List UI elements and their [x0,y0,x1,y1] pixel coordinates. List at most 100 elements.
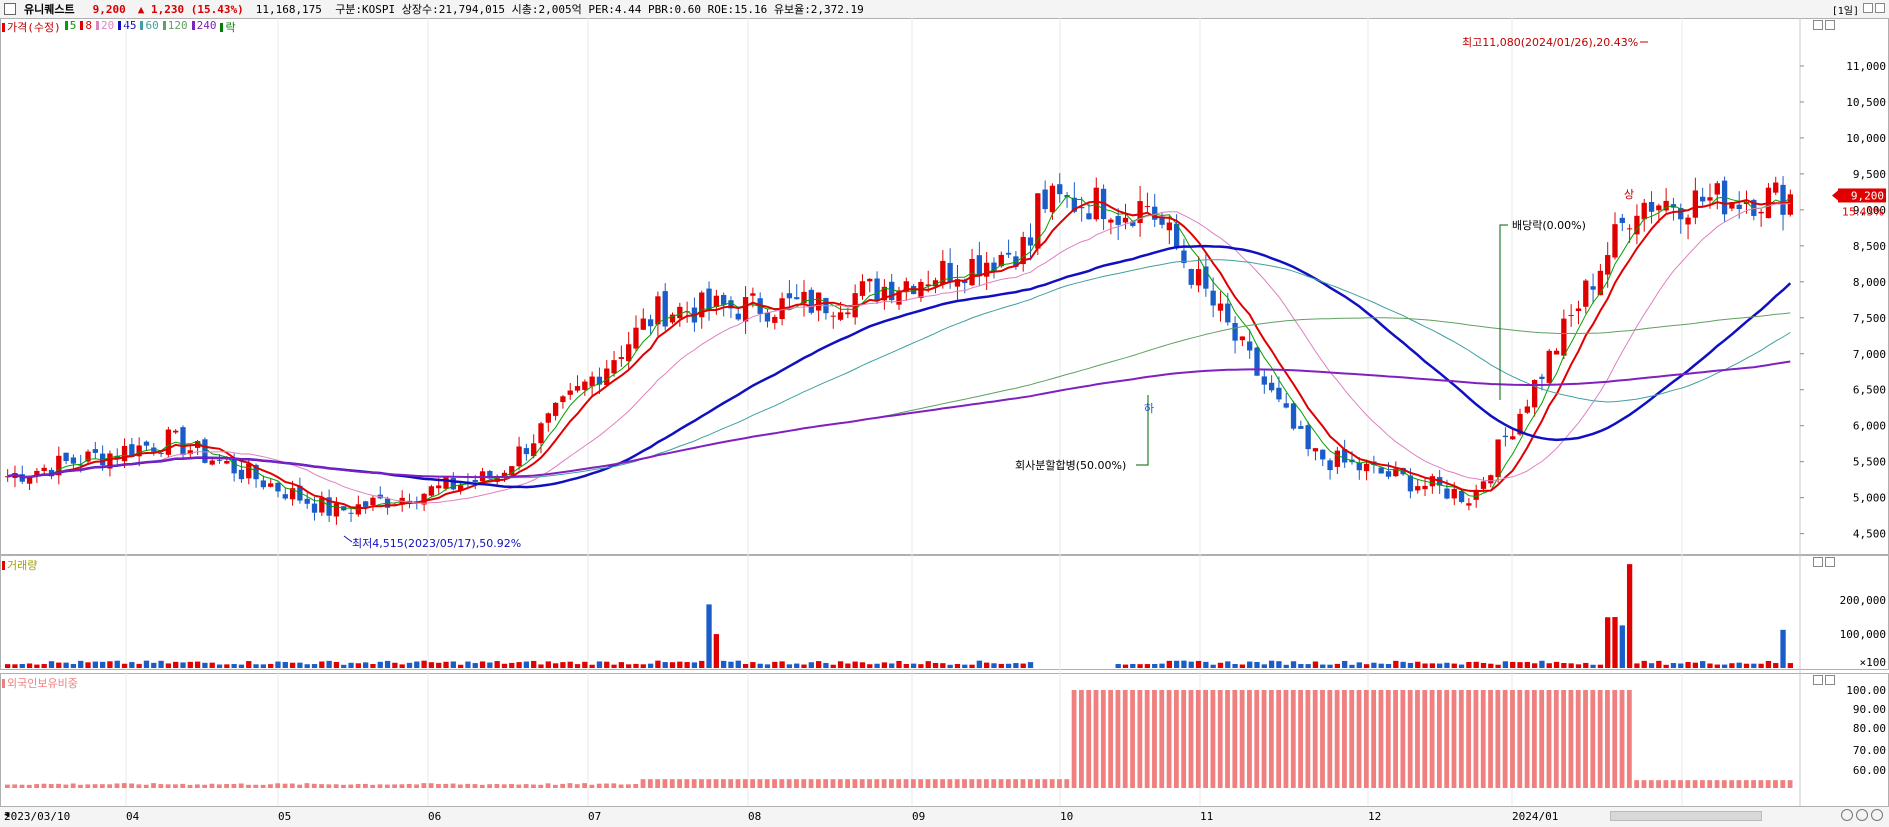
last-price-arrow [1832,190,1838,201]
foreign-bar [406,783,412,788]
volume-bar [721,660,727,668]
volume-bar [669,662,676,668]
volume-bar [129,662,135,668]
volume-bar [399,664,405,668]
foreign-bar [1407,690,1413,788]
pane-minimize-icon[interactable] [1813,20,1823,30]
foreign-bar [209,783,215,788]
foreign-bar [1261,690,1267,788]
minimize-icon[interactable] [1863,3,1873,13]
volume-bar [611,664,617,668]
foreign-bar [1568,690,1574,788]
volume-bar [1173,660,1180,668]
candle-body [224,460,230,464]
volume-bar [1721,664,1728,668]
foreign-bar [779,779,785,788]
volume-bar [187,661,193,668]
volume-bar [903,663,909,668]
volume-bar [107,661,113,668]
legend-ma-20: 20 [95,19,114,35]
candle-body [1561,318,1567,356]
foreign-bar [728,779,734,788]
volume-bar [998,663,1004,668]
candle-body [1385,471,1392,477]
candle-body [1261,376,1267,385]
candle-body [41,467,47,471]
candle-body [713,295,719,308]
candle-body [48,469,55,477]
foreign-bar [1502,690,1508,788]
candle-body [363,501,369,507]
volume-bar [574,664,581,668]
candle-body [1473,489,1479,500]
volume-bar [1305,664,1311,668]
volume-bar [940,663,946,668]
pane-close-icon[interactable] [1825,557,1835,567]
period-button[interactable]: [1일] [1831,6,1859,17]
volume-bar [1641,660,1647,668]
candle-body [1312,448,1319,452]
candle-body [742,297,749,322]
foreign-bar [808,779,814,788]
scroll-left-icon[interactable]: ◀ [4,810,10,820]
volume-bar [618,662,625,668]
volume-bar [1261,664,1267,668]
foreign-bar [399,784,405,788]
volume-bar [428,662,435,668]
volume-bar [1356,662,1362,668]
foreign-bar [1100,690,1106,788]
volume-bar [896,660,902,668]
volume-bar [1656,660,1662,668]
candle-body [1115,216,1121,225]
candle-body [1626,228,1633,230]
volume-bar [1232,663,1238,668]
candle-body [728,300,734,309]
foreign-bar [224,784,229,788]
pane-close-icon[interactable] [1825,20,1835,30]
candle-body [706,288,712,310]
checkbox[interactable] [4,3,16,15]
foreign-bar [699,779,704,788]
volume-bar [348,662,354,668]
volume-bar [1612,617,1618,668]
x-label-10: 2024/01 [1512,810,1559,823]
volume-bar [742,664,749,668]
pane-minimize-icon[interactable] [1813,557,1823,567]
candle-body [85,451,91,462]
candle-body [92,449,98,453]
candle-body [932,280,939,287]
foreign-bar [574,784,580,788]
foreign-bar [852,779,858,788]
pane-close-icon[interactable] [1825,675,1835,685]
foreign-bar [319,784,324,788]
candle-body [1648,201,1655,212]
zoom-out-icon[interactable] [1856,809,1868,821]
foreign-bar [837,779,843,788]
foreign-bar [194,784,200,788]
volume-bar [457,664,464,668]
close-icon[interactable] [1875,3,1885,13]
pane-minimize-icon[interactable] [1813,675,1823,685]
foreign-bar [910,779,916,788]
volume-bar [70,663,77,668]
volume-bar [1480,662,1487,668]
volume-bar [1539,660,1545,668]
zoom-in-icon[interactable] [1841,809,1853,821]
zoom-reset-icon[interactable] [1871,809,1883,821]
foreign-bar [1648,780,1654,788]
foreign-bar [165,784,171,788]
foreign-bar [750,779,756,788]
volume-bar [1765,660,1772,668]
volume-bar [275,661,281,668]
foreign-bar [1612,690,1618,788]
foreign-bar [1013,779,1019,788]
foreign-bar [1071,690,1077,788]
price-tick-label: 4,500 [1853,528,1886,541]
candle-body [1356,462,1362,471]
candle-body [421,493,427,505]
horizontal-scrollbar[interactable] [1610,811,1762,821]
volume-bar [1334,663,1341,668]
volume-bar [260,664,267,668]
window-buttons [1863,3,1885,13]
foreign-bar [925,779,931,788]
